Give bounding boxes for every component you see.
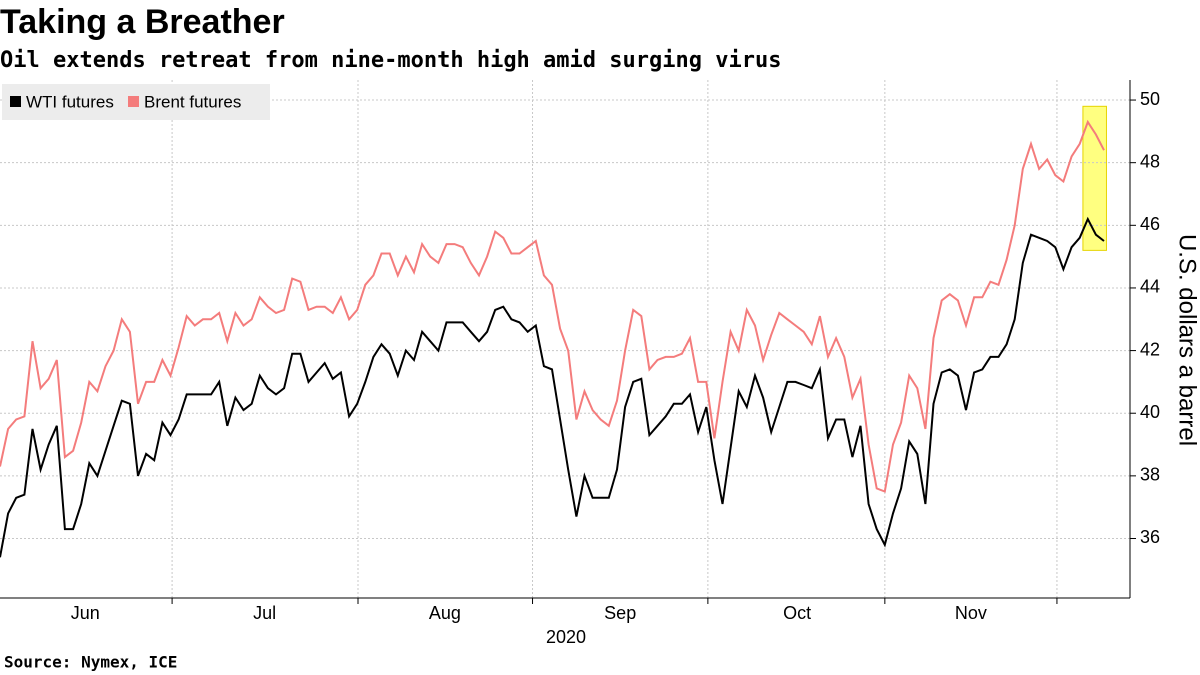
x-tick-label: Aug — [429, 603, 461, 623]
y-axis-label: U.S. dollars a barrel — [1174, 234, 1200, 446]
chart-title: Taking a Breather — [0, 3, 285, 41]
chart-subtitle: Oil extends retreat from nine-month high… — [0, 48, 781, 73]
legend-label: WTI futures — [26, 92, 114, 111]
y-tick-label: 42 — [1140, 339, 1160, 359]
y-tick-label: 48 — [1140, 151, 1160, 171]
x-tick-label: Oct — [783, 603, 811, 623]
y-tick-label: 46 — [1140, 214, 1160, 234]
y-tick-label: 40 — [1140, 402, 1160, 422]
legend-swatch — [10, 96, 21, 107]
legend-label: Brent futures — [144, 92, 241, 111]
legend-swatch — [128, 96, 139, 107]
y-tick-label: 50 — [1140, 89, 1160, 109]
x-tick-label: Jul — [253, 603, 276, 623]
x-tick-label: Nov — [955, 603, 987, 623]
series-line — [0, 216, 1105, 558]
y-tick-label: 38 — [1140, 465, 1160, 485]
y-tick-label: 44 — [1140, 277, 1160, 297]
source: Source: Nymex, ICE — [4, 653, 177, 672]
x-tick-label: Jun — [71, 603, 100, 623]
series-line — [0, 119, 1105, 493]
y-tick-label: 36 — [1140, 527, 1160, 547]
x-axis-label: 2020 — [546, 627, 586, 647]
x-tick-label: Sep — [604, 603, 636, 623]
